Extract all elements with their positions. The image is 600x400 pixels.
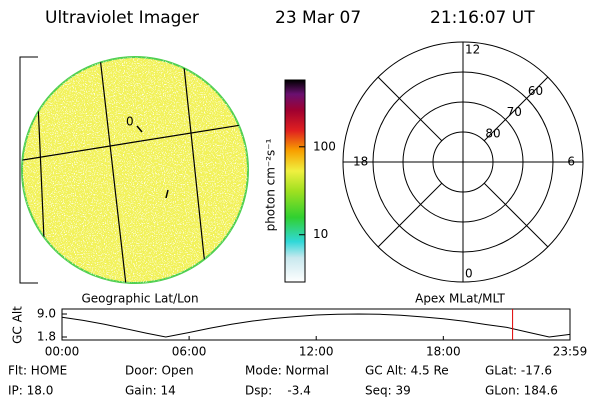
colorbar	[284, 79, 306, 283]
polar-diagonal	[483, 76, 549, 142]
status-field: Door: Open	[125, 364, 194, 378]
x-tick-label: 06:00	[172, 345, 207, 359]
title: Ultraviolet Imager	[45, 8, 199, 28]
y-tick-label: 1.8	[37, 330, 56, 344]
mlt-label: 18	[353, 155, 368, 169]
status-field: Gain: 14	[125, 384, 176, 398]
altitude-curve	[61, 313, 571, 338]
polar-diagonal	[377, 182, 443, 248]
x-tick-label: 12:00	[299, 345, 334, 359]
status-field: IP: 18.0	[8, 384, 53, 398]
y-tick-label: 9.0	[37, 307, 56, 321]
polar-caption: Apex MLat/MLT	[415, 292, 505, 306]
marker-label: 0	[126, 115, 134, 129]
polar-diagonal	[377, 76, 443, 142]
status-field: Dsp: -3.4	[245, 384, 311, 398]
x-tick-label: 18:00	[426, 345, 461, 359]
x-tick-label: 00:00	[45, 345, 80, 359]
status-field: Flt: HOME	[8, 364, 67, 378]
colorbar-tick-label: 10	[313, 227, 328, 241]
status-field: GLon: 184.6	[485, 384, 558, 398]
mlt-label: 6	[567, 155, 575, 169]
mlt-label: 12	[465, 43, 480, 57]
mlt-label: 0	[465, 267, 473, 281]
lat-label: 60	[528, 84, 543, 98]
colorbar-label: photon cm⁻²s⁻¹	[264, 138, 278, 231]
y-axis-label: GC Alt	[11, 306, 25, 344]
plot-frame	[61, 308, 571, 341]
colorbar-tick-label: 100	[313, 139, 336, 153]
lat-label: 80	[485, 126, 500, 140]
date: 23 Mar 07	[275, 8, 361, 28]
status-field: Seq: 39	[365, 384, 411, 398]
status-field: GC Alt: 4.5 Re	[365, 364, 449, 378]
polar-diagonal	[483, 182, 549, 248]
lat-label: 70	[507, 105, 522, 119]
footer: Flt: HOME Door: Open Mode: Normal GC Alt: 4…	[8, 364, 558, 398]
time: 21:16:07 UT	[430, 8, 535, 28]
frame	[19, 56, 38, 284]
x-tick-label: 23:59	[553, 345, 588, 359]
status-field: GLat: -17.6	[485, 364, 552, 378]
image-caption: Geographic Lat/Lon	[81, 292, 198, 306]
status-field: Mode: Normal	[245, 364, 329, 378]
image-disk	[21, 56, 249, 284]
